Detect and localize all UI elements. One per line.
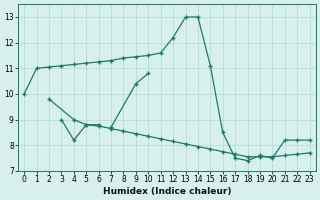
X-axis label: Humidex (Indice chaleur): Humidex (Indice chaleur) [103, 187, 231, 196]
